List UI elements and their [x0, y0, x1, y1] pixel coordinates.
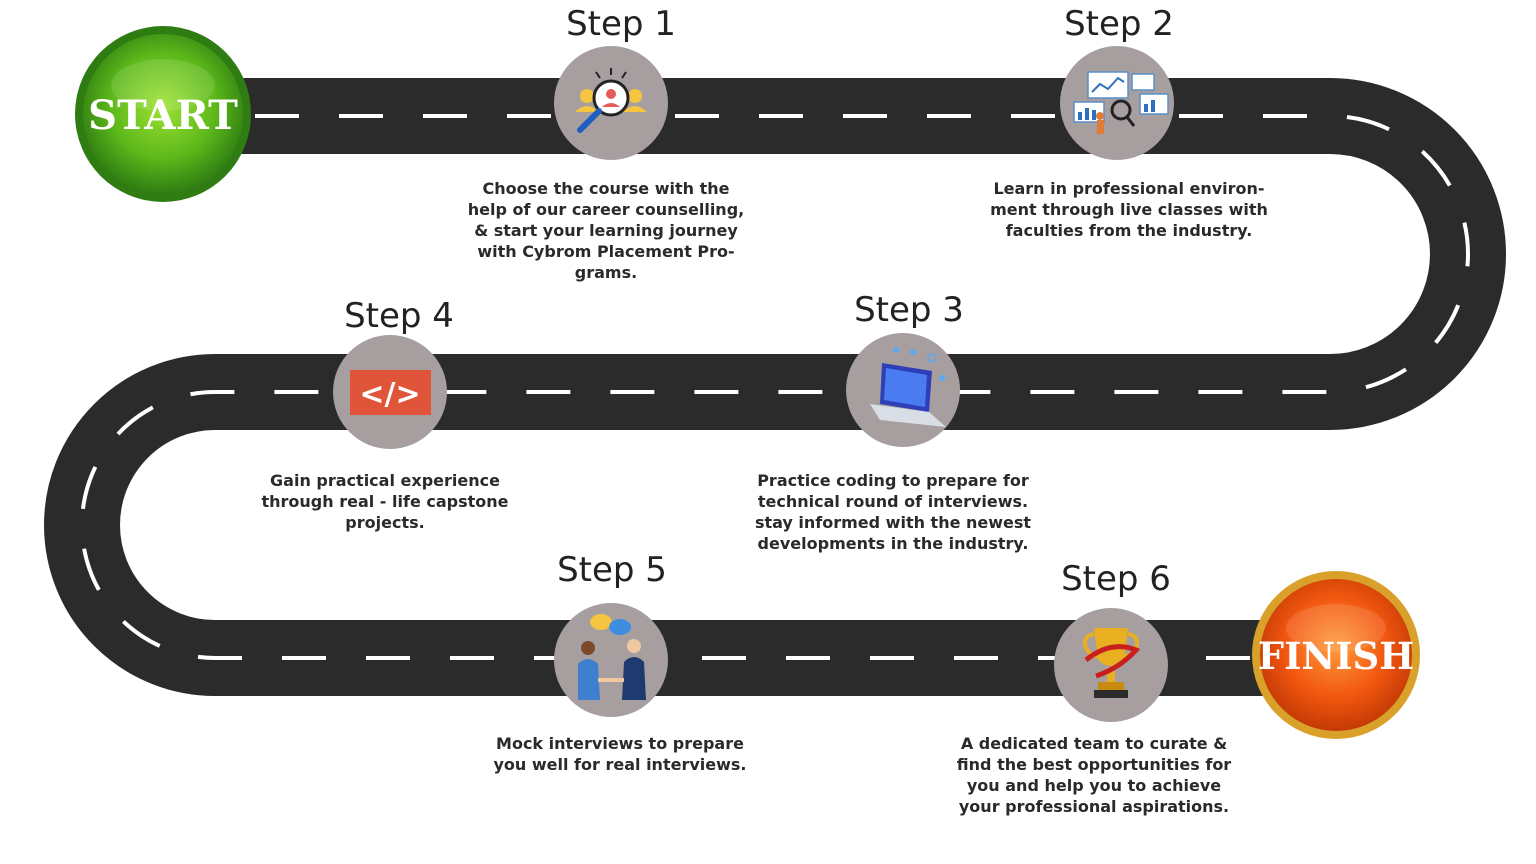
- step6-icon-circle: [1054, 608, 1168, 722]
- svg-text:</>: </>: [359, 377, 420, 412]
- code-tag-icon: </>: [350, 370, 431, 415]
- search-people-icon: [575, 68, 647, 133]
- laptop-coding-icon: [870, 347, 946, 427]
- step5-description: Mock interviews to prepare you well for …: [493, 734, 747, 774]
- start-badge: START: [75, 26, 251, 202]
- step1-description: Choose the course with the help of our c…: [467, 179, 745, 282]
- step6-title: Step 6: [1061, 559, 1171, 599]
- step6-description: A dedicated team to curate & find the be…: [956, 734, 1232, 816]
- step2-description: Learn in professional environ- ment thro…: [990, 179, 1268, 240]
- step2-title: Step 2: [1064, 4, 1174, 44]
- road-path: [44, 78, 1506, 696]
- finish-label: FINISH: [1258, 634, 1414, 678]
- finish-badge: FINISH: [1252, 571, 1420, 739]
- step1-title: Step 1: [566, 4, 676, 44]
- step5-icon-circle: [554, 603, 668, 717]
- step2-icon-circle: [1060, 46, 1174, 160]
- step4-title: Step 4: [344, 296, 454, 336]
- step5-title: Step 5: [557, 550, 667, 590]
- step3-description: Practice coding to prepare for technical…: [754, 471, 1032, 553]
- analytics-dashboard-icon: [1073, 71, 1169, 134]
- start-label: START: [88, 92, 238, 139]
- interview-handshake-icon: [578, 614, 646, 700]
- trophy-icon: [1083, 628, 1141, 698]
- step1-icon-circle: [554, 46, 668, 160]
- step3-title: Step 3: [854, 290, 964, 330]
- step4-icon-circle: </>: [333, 335, 447, 449]
- step3-icon-circle: [846, 333, 960, 447]
- step4-description: Gain practical experience through real -…: [261, 471, 509, 532]
